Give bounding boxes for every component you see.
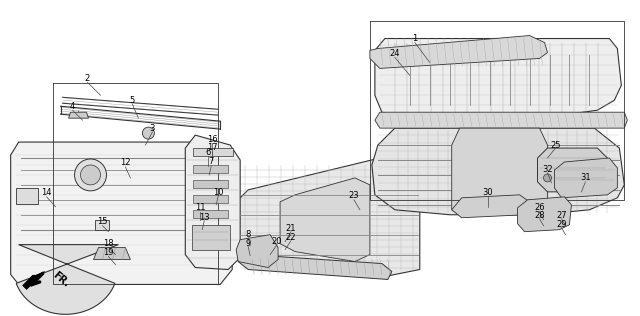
Bar <box>193 180 228 188</box>
Circle shape <box>543 174 552 182</box>
Bar <box>193 210 228 218</box>
Text: 30: 30 <box>483 188 493 198</box>
Text: 13: 13 <box>199 213 209 222</box>
Text: 19: 19 <box>103 248 114 257</box>
Text: 18: 18 <box>103 239 114 248</box>
Text: 10: 10 <box>213 188 223 198</box>
Bar <box>95 220 109 230</box>
Polygon shape <box>370 35 547 68</box>
Text: FR.: FR. <box>51 270 71 289</box>
Text: 11: 11 <box>195 203 205 212</box>
Bar <box>192 225 230 250</box>
Polygon shape <box>238 158 420 277</box>
Circle shape <box>81 165 100 185</box>
Text: 29: 29 <box>556 220 567 229</box>
Text: 15: 15 <box>97 217 108 226</box>
Text: 14: 14 <box>42 188 52 198</box>
Polygon shape <box>375 112 627 128</box>
Polygon shape <box>452 195 529 218</box>
Text: 32: 32 <box>542 166 553 174</box>
Polygon shape <box>375 39 621 120</box>
Polygon shape <box>236 235 278 268</box>
Text: 31: 31 <box>580 173 591 182</box>
Polygon shape <box>372 128 625 215</box>
Text: 8: 8 <box>246 230 251 239</box>
Text: 21: 21 <box>286 224 296 233</box>
Text: 17: 17 <box>207 143 218 152</box>
Text: 26: 26 <box>534 203 545 212</box>
Polygon shape <box>16 245 118 314</box>
Text: 20: 20 <box>272 237 282 246</box>
Polygon shape <box>93 248 131 259</box>
Text: 3: 3 <box>150 124 155 133</box>
Text: 23: 23 <box>349 191 359 200</box>
Text: 27: 27 <box>556 211 567 220</box>
Text: 9: 9 <box>246 239 251 248</box>
Polygon shape <box>554 158 618 198</box>
Circle shape <box>142 127 154 139</box>
Text: 1: 1 <box>412 34 417 43</box>
Text: 16: 16 <box>207 135 218 143</box>
Polygon shape <box>11 142 232 284</box>
Text: 4: 4 <box>70 102 75 111</box>
Text: 12: 12 <box>120 159 131 167</box>
Polygon shape <box>538 148 607 192</box>
Text: 24: 24 <box>390 49 400 58</box>
Text: 5: 5 <box>130 96 135 105</box>
Polygon shape <box>68 112 88 118</box>
Text: 6: 6 <box>205 148 211 156</box>
Polygon shape <box>22 271 45 289</box>
Polygon shape <box>280 178 370 262</box>
Polygon shape <box>452 128 547 215</box>
Polygon shape <box>238 255 392 279</box>
Bar <box>193 195 228 203</box>
Text: 2: 2 <box>85 74 90 83</box>
Text: 25: 25 <box>550 141 561 149</box>
Polygon shape <box>518 197 572 232</box>
Text: 7: 7 <box>209 157 214 167</box>
Text: 28: 28 <box>534 211 545 220</box>
Text: 22: 22 <box>286 233 296 242</box>
Bar <box>15 188 38 204</box>
Bar <box>193 165 228 173</box>
Bar <box>193 148 233 156</box>
Circle shape <box>74 159 106 191</box>
Polygon shape <box>186 135 240 270</box>
